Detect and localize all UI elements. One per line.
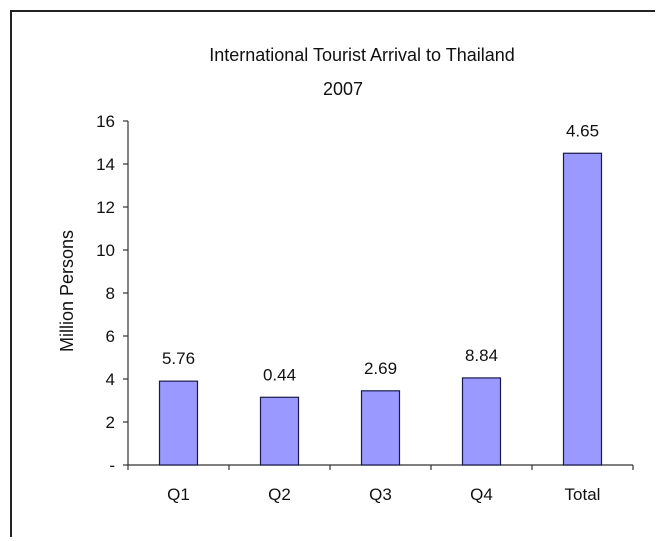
x-tick-label: Q1 bbox=[167, 485, 190, 504]
data-label: 8.84 bbox=[465, 346, 498, 365]
data-label: 0.44 bbox=[263, 365, 296, 384]
bar-q2 bbox=[259, 396, 300, 466]
y-tick-label: 10 bbox=[96, 241, 115, 260]
y-tick-label: 8 bbox=[106, 284, 115, 303]
chart-frame bbox=[10, 10, 655, 537]
x-tick-label: Q2 bbox=[268, 485, 291, 504]
y-tick-label: 2 bbox=[106, 413, 115, 432]
x-tick-label: Total bbox=[565, 485, 601, 504]
bar-q4 bbox=[461, 377, 502, 466]
y-tick-label: 4 bbox=[106, 370, 115, 389]
data-label: 5.76 bbox=[162, 349, 195, 368]
bar-q3 bbox=[360, 390, 401, 466]
chart-subtitle: 2007 bbox=[323, 79, 363, 99]
x-tick-label: Q3 bbox=[369, 485, 392, 504]
y-tick-label: - bbox=[109, 456, 115, 475]
data-label: 2.69 bbox=[364, 359, 397, 378]
y-tick-label: 12 bbox=[96, 198, 115, 217]
data-label: 4.65 bbox=[566, 121, 599, 140]
chart-title: International Tourist Arrival to Thailan… bbox=[209, 45, 515, 65]
y-tick-label: 14 bbox=[96, 155, 115, 174]
y-tick-label: 6 bbox=[106, 327, 115, 346]
y-axis-label: Million Persons bbox=[57, 230, 77, 352]
bar-q1 bbox=[158, 380, 199, 466]
bar-total bbox=[562, 152, 603, 466]
y-tick-label: 16 bbox=[96, 112, 115, 131]
x-tick-label: Q4 bbox=[470, 485, 493, 504]
